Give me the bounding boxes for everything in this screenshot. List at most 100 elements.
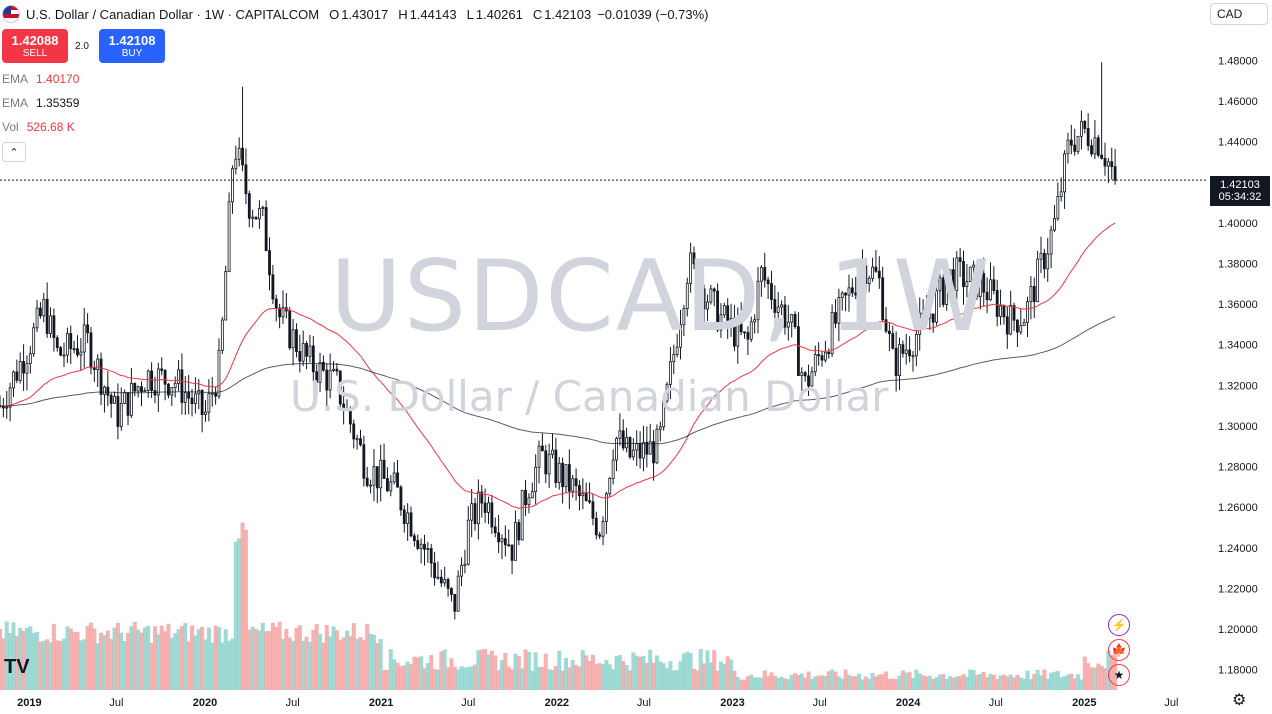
candle-body [534,466,538,493]
candle-body [830,312,834,355]
candle-body [1063,153,1066,193]
candle-body [59,347,63,356]
volume-bar [331,626,336,690]
candle-body [32,327,36,355]
volume-bar [456,669,461,690]
low-label: L [466,6,474,22]
volume-bar [45,639,50,690]
volume-bar [587,660,592,690]
volume-bar [257,630,262,690]
indicator-volume[interactable]: Vol 526.68 K [2,120,75,134]
candle-body [402,509,406,524]
volume-bar [223,629,228,690]
candle-body [776,306,780,313]
candle-body [722,305,726,316]
candle-body [850,287,854,294]
candle-body [628,437,632,458]
volume-bar [38,641,43,690]
candle-body [1066,139,1070,155]
volume-bar [1032,673,1037,690]
volume-bar [897,675,902,690]
price-tick-label: 1.48000 [1218,55,1258,67]
volume-bar [755,677,761,690]
time-tick-label: 2023 [720,697,744,709]
usd-cad-flag-icon [2,5,20,23]
currency-selector[interactable]: CAD [1210,3,1268,25]
volume-bar [948,676,953,690]
volume-bar [355,638,360,690]
volume-bar [567,667,572,690]
candle-body [709,288,713,303]
volume-bar [617,655,622,690]
volume-bar [604,659,609,690]
indicator-ema-fast[interactable]: EMA 1.40170 [2,72,79,86]
volume-bar [105,630,110,690]
time-tick-label: Jul [637,697,651,709]
volume-bar [476,650,481,690]
candle-body [773,299,777,313]
us-flag-icon[interactable]: ★ [1108,664,1130,686]
volume-bar [563,657,568,690]
volume-bar [318,633,323,690]
candle-body [45,298,49,334]
candle-body [1026,301,1029,323]
volume-bar [1086,663,1091,690]
volume-bar [61,638,67,690]
symbol-title[interactable]: U.S. Dollar / Canadian Dollar · 1W · CAP… [26,6,320,22]
lightning-icon[interactable]: ⚡ [1108,614,1130,636]
candle-body [571,478,575,492]
time-tick-label: 2019 [17,697,41,709]
indicator-ema-slow[interactable]: EMA 1.35359 [2,96,79,110]
chevron-up-icon[interactable]: ⌃ [2,142,26,162]
candle-body [28,353,32,364]
volume-bar [766,675,771,690]
candle-body [42,298,46,317]
candle-body [564,464,568,488]
candle-body [598,534,602,537]
volume-bar [344,630,350,690]
candle-body [972,264,976,268]
volume-bar [412,656,417,690]
volume-bar [462,667,467,690]
candle-body [530,491,534,499]
symbol-watermark: USDCAD, 1W [330,240,992,354]
buy-button[interactable]: 1.42108 BUY [99,29,165,63]
volume-bar [176,629,181,690]
candle-body [759,267,763,282]
candle-body [490,502,494,528]
volume-bar [708,662,713,690]
volume-bar [432,668,437,690]
volume-bar [179,626,184,690]
volume-bar [499,660,504,690]
volume-bar [109,639,114,690]
candle-body [567,464,571,492]
volume-bar [506,666,511,690]
canada-flag-icon[interactable]: 🍁 [1108,639,1130,661]
close-label: C [532,6,543,22]
candle-body [86,324,90,334]
volume-bar [291,640,296,690]
gear-icon[interactable]: ⚙ [1232,692,1247,709]
candle-body [797,326,800,376]
candle-body [921,312,925,315]
candle-body [295,329,298,352]
candle-body [500,538,504,543]
volume-bar [4,621,9,690]
volume-bar [284,628,289,690]
candle-body [594,517,598,536]
candle-body [379,459,383,489]
candle-body [322,362,325,371]
volume-bar [1045,678,1050,690]
volume-bar [351,623,356,690]
volume-bar [102,635,107,690]
volume-bar [466,666,471,690]
volume-bar [590,654,595,690]
candle-body [423,543,426,550]
candle-body [807,375,810,387]
candle-body [1110,161,1114,167]
sell-button[interactable]: 1.42088 SELL [2,29,68,63]
candle-body [692,252,696,265]
volume-bar [422,668,427,690]
volume-bar [301,640,306,690]
